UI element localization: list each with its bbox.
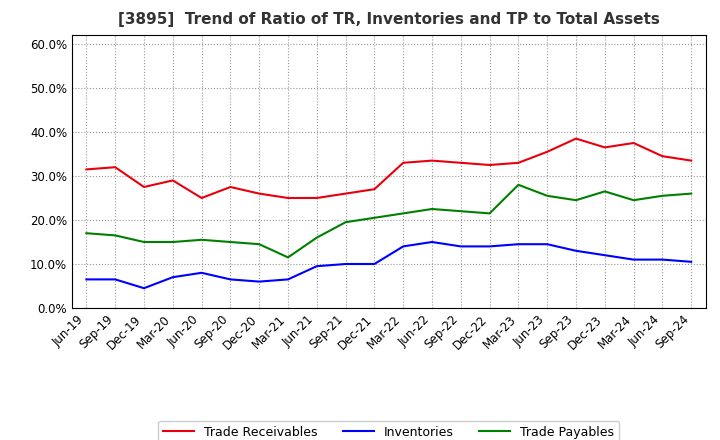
Trade Receivables [168, 178, 177, 183]
Inventories [658, 257, 667, 262]
Trade Receivables [140, 184, 148, 190]
Inventories [428, 239, 436, 245]
Trade Receivables [312, 195, 321, 201]
Title: [3895]  Trend of Ratio of TR, Inventories and TP to Total Assets: [3895] Trend of Ratio of TR, Inventories… [118, 12, 660, 27]
Trade Receivables [197, 195, 206, 201]
Trade Payables [600, 189, 609, 194]
Trade Receivables [658, 154, 667, 159]
Trade Receivables [514, 160, 523, 165]
Line: Trade Payables: Trade Payables [86, 185, 691, 257]
Inventories [255, 279, 264, 284]
Inventories [687, 259, 696, 264]
Trade Payables [226, 239, 235, 245]
Inventories [312, 264, 321, 269]
Trade Payables [543, 193, 552, 198]
Inventories [629, 257, 638, 262]
Inventories [485, 244, 494, 249]
Trade Receivables [485, 162, 494, 168]
Trade Payables [140, 239, 148, 245]
Inventories [572, 248, 580, 253]
Legend: Trade Receivables, Inventories, Trade Payables: Trade Receivables, Inventories, Trade Pa… [158, 421, 619, 440]
Inventories [543, 242, 552, 247]
Inventories [456, 244, 465, 249]
Trade Payables [629, 198, 638, 203]
Trade Payables [168, 239, 177, 245]
Trade Receivables [82, 167, 91, 172]
Trade Receivables [600, 145, 609, 150]
Trade Payables [485, 211, 494, 216]
Trade Payables [572, 198, 580, 203]
Trade Payables [687, 191, 696, 196]
Trade Receivables [370, 187, 379, 192]
Trade Receivables [687, 158, 696, 163]
Trade Payables [370, 215, 379, 220]
Line: Inventories: Inventories [86, 242, 691, 288]
Trade Receivables [629, 140, 638, 146]
Inventories [399, 244, 408, 249]
Inventories [226, 277, 235, 282]
Trade Receivables [111, 165, 120, 170]
Inventories [514, 242, 523, 247]
Trade Receivables [572, 136, 580, 141]
Inventories [197, 270, 206, 275]
Trade Payables [197, 237, 206, 242]
Trade Receivables [341, 191, 350, 196]
Line: Trade Receivables: Trade Receivables [86, 139, 691, 198]
Inventories [341, 261, 350, 267]
Trade Payables [284, 255, 292, 260]
Trade Payables [399, 211, 408, 216]
Trade Payables [514, 182, 523, 187]
Trade Payables [341, 220, 350, 225]
Trade Receivables [399, 160, 408, 165]
Inventories [284, 277, 292, 282]
Inventories [370, 261, 379, 267]
Inventories [111, 277, 120, 282]
Trade Payables [312, 235, 321, 240]
Trade Payables [428, 206, 436, 212]
Trade Payables [658, 193, 667, 198]
Inventories [600, 253, 609, 258]
Trade Receivables [226, 184, 235, 190]
Inventories [140, 286, 148, 291]
Inventories [82, 277, 91, 282]
Trade Receivables [543, 149, 552, 154]
Trade Receivables [428, 158, 436, 163]
Trade Payables [82, 231, 91, 236]
Trade Payables [255, 242, 264, 247]
Trade Receivables [255, 191, 264, 196]
Inventories [168, 275, 177, 280]
Trade Receivables [456, 160, 465, 165]
Trade Payables [456, 209, 465, 214]
Trade Receivables [284, 195, 292, 201]
Trade Payables [111, 233, 120, 238]
